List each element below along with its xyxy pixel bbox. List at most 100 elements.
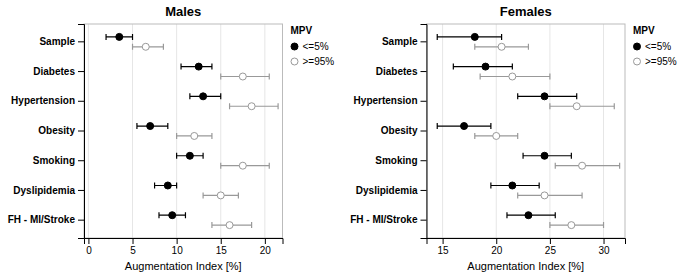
- error-bar: [507, 212, 555, 218]
- error-bar: [106, 34, 132, 40]
- series: [133, 43, 279, 228]
- error-bar: [133, 44, 164, 50]
- y-tick-mark: [78, 160, 84, 161]
- x-tick-mark: [550, 238, 551, 244]
- error-bar: [475, 133, 518, 139]
- legend-marker: [634, 58, 641, 65]
- title: Males: [165, 4, 201, 19]
- error-bar: [159, 212, 185, 218]
- y-tick: Dyslipidemia: [13, 185, 84, 196]
- y-tick: Hypertension: [11, 95, 84, 106]
- y-tick: Obesity: [38, 125, 84, 136]
- y-tick-label: Diabetes: [376, 66, 418, 77]
- x-tick-mark: [177, 238, 178, 244]
- y-tick-mark: [421, 220, 427, 221]
- grid-line: [220, 24, 221, 238]
- point: [116, 33, 123, 40]
- marks: [437, 33, 619, 228]
- x-tick: 15: [438, 238, 450, 256]
- y-tick: Obesity: [381, 125, 427, 136]
- x-tick: 20: [491, 238, 503, 256]
- error-bar: [453, 64, 512, 70]
- error-bar: [181, 64, 212, 70]
- error-bar: [523, 153, 571, 159]
- point: [461, 123, 468, 130]
- x-tick-label: 10: [172, 245, 184, 256]
- x-tick: 5: [130, 238, 136, 256]
- y-tick-label: Diabetes: [33, 66, 75, 77]
- point: [498, 43, 505, 50]
- y-tick-label: Hypertension: [11, 95, 75, 106]
- y-axis: SampleDiabetesHypertensionObesitySmoking…: [350, 25, 427, 239]
- x-axis: 05101520: [85, 238, 284, 256]
- y-axis: SampleDiabetesHypertensionObesitySmoking…: [8, 25, 85, 239]
- y-tick-label: Dyslipidemia: [356, 185, 418, 196]
- legend: MPV<=5%>=95%: [291, 25, 335, 67]
- error-bar: [230, 103, 279, 109]
- x-tick-label: 0: [86, 245, 92, 256]
- legend-marker: [291, 43, 298, 50]
- y-tick-label: Sample: [382, 36, 418, 47]
- series: [106, 33, 221, 218]
- grid: [88, 24, 264, 238]
- point: [541, 93, 548, 100]
- legend-label: >=95%: [303, 56, 335, 67]
- error-bar: [155, 182, 177, 188]
- x-tick-mark: [265, 238, 266, 244]
- point: [248, 103, 255, 110]
- x-tick: 30: [598, 238, 610, 256]
- error-bar: [518, 192, 582, 198]
- marks: [106, 33, 278, 228]
- y-tick: Smoking: [375, 155, 426, 166]
- plot-frame: [427, 24, 626, 238]
- error-bar: [480, 74, 550, 80]
- y-tick-label: FH - MI/Stroke: [8, 214, 76, 225]
- grid-line: [603, 24, 604, 238]
- point: [164, 182, 171, 189]
- y-tick-mark: [78, 101, 84, 102]
- x-tick: 15: [216, 238, 228, 256]
- legend-title: MPV: [633, 25, 655, 36]
- y-tick-label: FH - MI/Stroke: [350, 214, 418, 225]
- grid-line: [496, 24, 497, 238]
- legend-title: MPV: [291, 25, 313, 36]
- y-tick-mark: [421, 160, 427, 161]
- series: [475, 43, 620, 228]
- y-tick-label: Smoking: [375, 155, 417, 166]
- legend-label: >=95%: [645, 56, 677, 67]
- error-bar: [177, 153, 203, 159]
- error-bar: [550, 222, 604, 228]
- error-bar: [212, 222, 252, 228]
- title: Females: [500, 4, 552, 19]
- error-bar: [177, 133, 212, 139]
- point: [200, 93, 207, 100]
- grid-line: [264, 24, 265, 238]
- y-axis-line: [78, 25, 85, 239]
- point: [573, 103, 580, 110]
- point: [195, 63, 202, 70]
- x-tick-mark: [133, 238, 134, 244]
- point: [525, 212, 532, 219]
- x-tick-label: 5: [130, 245, 136, 256]
- y-tick-label: Dyslipidemia: [13, 185, 75, 196]
- plot-frame: [84, 24, 283, 238]
- legend-label: <=5%: [645, 41, 671, 52]
- y-tick-mark: [421, 71, 427, 72]
- error-bar: [137, 123, 168, 129]
- y-tick-mark: [78, 220, 84, 221]
- point: [579, 162, 586, 169]
- y-tick-mark: [78, 131, 84, 132]
- error-bar: [221, 74, 270, 80]
- point: [147, 123, 154, 130]
- x-axis-line: [427, 239, 626, 245]
- point: [186, 152, 193, 159]
- point: [217, 192, 224, 199]
- error-bar: [437, 123, 491, 129]
- y-tick: FH - MI/Stroke: [8, 214, 84, 225]
- error-bar: [491, 182, 539, 188]
- x-tick-label: 20: [491, 245, 503, 256]
- y-tick-mark: [421, 190, 427, 191]
- error-bar: [221, 163, 270, 169]
- panel: 15202530SampleDiabetesHypertensionObesit…: [350, 4, 677, 272]
- legend-marker: [634, 43, 641, 50]
